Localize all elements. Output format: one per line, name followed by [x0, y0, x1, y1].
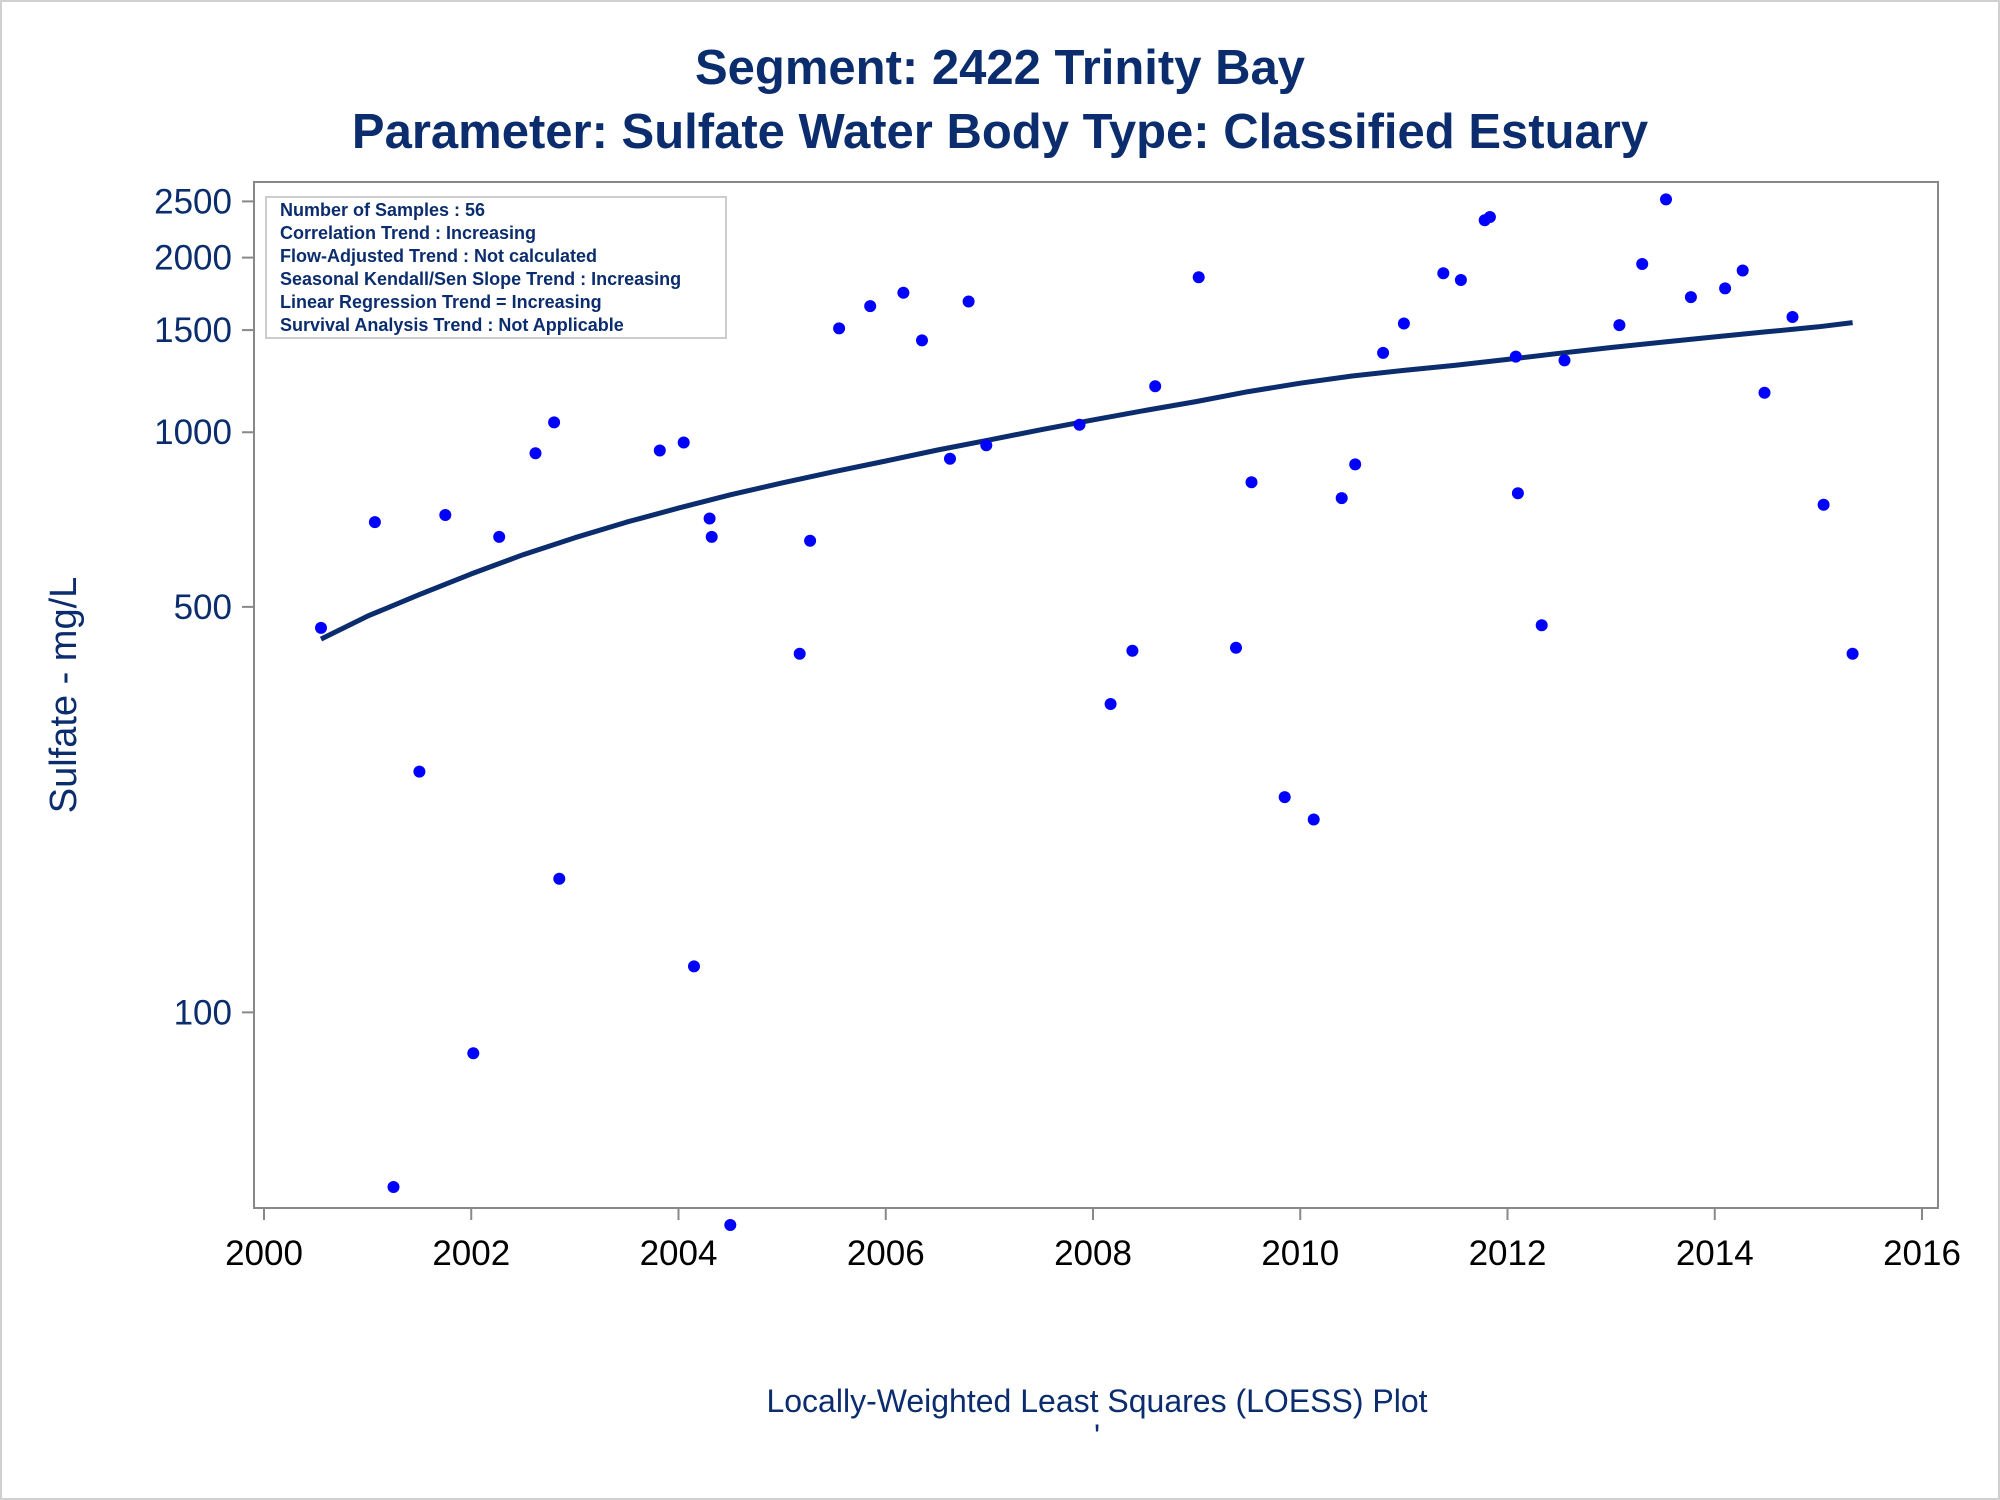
- data-point: [548, 416, 561, 429]
- data-point: [793, 647, 806, 660]
- x-tick-label: 2004: [640, 1234, 718, 1273]
- data-point: [315, 621, 327, 634]
- data-point: [864, 300, 877, 313]
- y-tick-label: 1500: [154, 311, 232, 350]
- x-tick-label: 2006: [847, 1234, 925, 1273]
- data-point: [1335, 492, 1348, 505]
- x-tick-label: 2016: [1883, 1234, 1961, 1273]
- data-point: [833, 322, 846, 335]
- data-point: [724, 1219, 737, 1231]
- data-point: [439, 509, 452, 521]
- data-point: [980, 439, 993, 452]
- data-point: [897, 286, 910, 299]
- data-point: [1377, 346, 1390, 359]
- data-point: [916, 334, 928, 347]
- stats-line-linear-regression: Linear Regression Trend = Increasing: [280, 292, 602, 312]
- data-point: [1149, 380, 1162, 393]
- data-point: [467, 1047, 480, 1060]
- stats-line-samples: Number of Samples : 56: [280, 200, 485, 220]
- chart-title: Segment: 2422 Trinity Bay: [695, 41, 1305, 95]
- chart-footnote-mark: ': [1094, 1418, 1100, 1454]
- y-tick-label: 1000: [154, 413, 232, 452]
- y-tick-label: 2500: [154, 182, 232, 221]
- loess-curve: [319, 320, 1853, 642]
- data-point: [1817, 498, 1830, 511]
- data-point: [703, 512, 716, 525]
- data-point: [387, 1181, 400, 1193]
- data-point: [1719, 282, 1732, 295]
- data-point: [944, 452, 956, 465]
- data-point: [1535, 619, 1548, 632]
- stats-line-seasonal-kendall: Seasonal Kendall/Sen Slope Trend : Incre…: [280, 269, 681, 289]
- data-point: [413, 765, 426, 778]
- data-point: [1278, 791, 1291, 804]
- data-point: [1758, 386, 1771, 399]
- y-tick-label: 500: [174, 588, 232, 627]
- data-point: [688, 960, 700, 973]
- data-point: [1397, 317, 1410, 330]
- data-point: [705, 530, 718, 543]
- chart-footnote: Locally-Weighted Least Squares (LOESS) P…: [766, 1383, 1427, 1419]
- sample-points: [315, 193, 1859, 1231]
- data-point: [1786, 311, 1799, 323]
- x-axis: 2000 2002 2004 2006 2008 2010 2012 2014 2016: [225, 1208, 1961, 1273]
- data-point: [1660, 193, 1672, 206]
- data-point: [493, 530, 506, 543]
- y-tick-label: 100: [174, 993, 232, 1032]
- data-point: [1483, 211, 1496, 223]
- x-tick-label: 2002: [432, 1234, 510, 1273]
- stats-line-flow-adjusted: Flow-Adjusted Trend : Not calculated: [280, 246, 597, 266]
- chart-subtitle: Parameter: Sulfate Water Body Type: Clas…: [352, 105, 1648, 159]
- data-point: [1307, 813, 1320, 826]
- data-point: [553, 872, 566, 885]
- data-point: [1454, 274, 1467, 286]
- data-point: [1736, 264, 1749, 277]
- data-point: [1558, 354, 1571, 367]
- data-point: [1509, 350, 1522, 363]
- stats-line-correlation: Correlation Trend : Increasing: [280, 223, 536, 243]
- stats-line-survival-analysis: Survival Analysis Trend : Not Applicable: [280, 315, 624, 335]
- data-point: [1636, 258, 1649, 270]
- data-point: [368, 516, 381, 529]
- x-tick-label: 2008: [1054, 1234, 1132, 1273]
- data-point: [653, 444, 666, 457]
- y-tick-label: 2000: [154, 239, 232, 278]
- data-point: [529, 447, 542, 460]
- data-point: [1192, 271, 1205, 284]
- data-point: [962, 295, 975, 308]
- data-point: [804, 534, 817, 547]
- data-point: [1437, 267, 1450, 280]
- data-point: [1126, 644, 1139, 657]
- data-point: [1349, 458, 1362, 471]
- data-point: [1073, 418, 1086, 431]
- x-tick-label: 2000: [225, 1234, 303, 1273]
- data-point: [1104, 698, 1117, 710]
- stats-box-border: [265, 196, 727, 339]
- data-point: [1511, 487, 1524, 500]
- x-tick-label: 2012: [1469, 1234, 1547, 1273]
- y-axis: 100 500 1000 1500 2000 2500: [154, 182, 254, 1032]
- y-axis-label: Sulfate - mg/L: [43, 577, 85, 814]
- plot-area: [253, 181, 1939, 1209]
- data-point: [1613, 319, 1626, 332]
- data-point: [1846, 647, 1859, 660]
- data-point: [677, 436, 690, 449]
- data-point: [1684, 291, 1697, 304]
- data-point: [1230, 641, 1242, 654]
- x-tick-label: 2014: [1676, 1234, 1754, 1273]
- stats-box: Number of Samples : 56 Correlation Trend…: [265, 196, 727, 339]
- x-tick-label: 2010: [1261, 1234, 1339, 1273]
- data-point: [1245, 476, 1258, 489]
